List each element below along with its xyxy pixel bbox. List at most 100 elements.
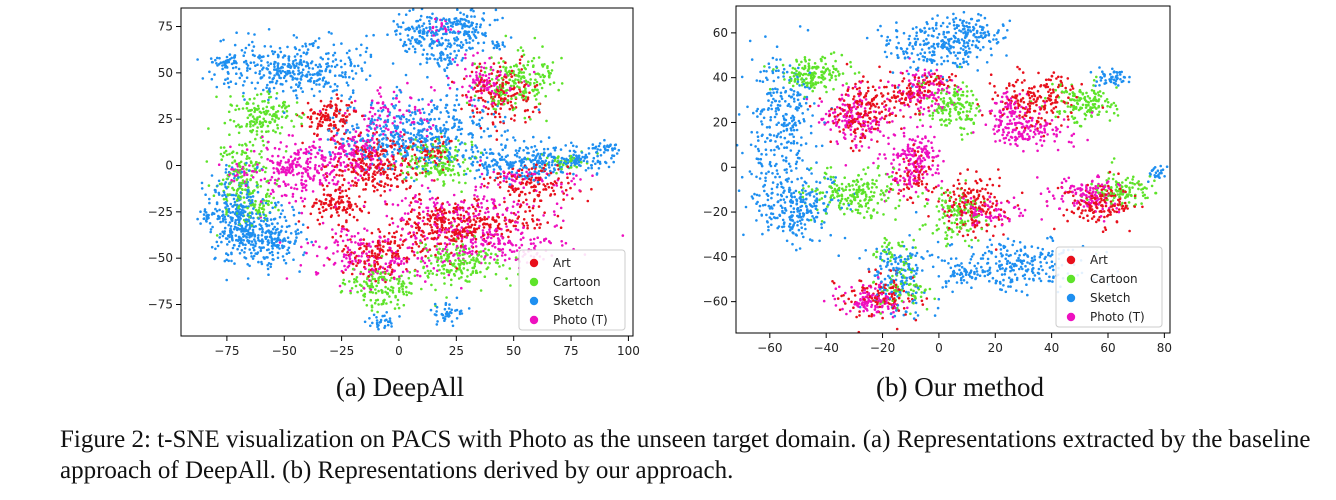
data-point [434, 197, 438, 201]
data-point [497, 183, 500, 186]
data-point [368, 166, 372, 170]
data-point [338, 108, 342, 112]
data-point [216, 244, 220, 248]
data-point [426, 186, 430, 190]
data-point [532, 166, 536, 169]
data-point [595, 151, 598, 154]
data-point [429, 27, 432, 31]
data-point [410, 36, 414, 40]
data-point [437, 171, 441, 175]
data-point [567, 181, 570, 185]
data-point [394, 129, 398, 133]
data-point [579, 178, 582, 181]
data-point [363, 148, 367, 152]
data-point [287, 240, 290, 244]
data-point [524, 91, 528, 94]
data-point [233, 159, 237, 162]
data-point [371, 321, 374, 325]
data-point [492, 242, 496, 246]
data-point [421, 229, 424, 233]
data-point [539, 83, 542, 86]
data-point [461, 43, 465, 47]
data-point [472, 78, 475, 81]
data-point [246, 263, 249, 266]
data-point [383, 267, 387, 271]
data-point [555, 182, 558, 185]
data-point [516, 221, 519, 224]
data-point [441, 129, 445, 132]
data-point [512, 81, 516, 84]
data-point [529, 78, 532, 81]
data-point [611, 148, 614, 152]
data-point [472, 27, 475, 30]
data-point [610, 156, 613, 160]
data-point [307, 79, 310, 83]
data-point [478, 209, 482, 213]
data-point [329, 105, 332, 109]
data-point [543, 163, 547, 167]
data-point [399, 91, 403, 94]
data-point [590, 164, 593, 167]
data-point [401, 243, 404, 246]
data-point [247, 109, 250, 113]
data-point [513, 173, 517, 177]
data-point [496, 254, 499, 258]
data-point [511, 106, 514, 109]
data-point [330, 65, 334, 68]
data-point [464, 226, 468, 229]
data-point [277, 244, 280, 247]
data-point [401, 179, 404, 183]
data-point [336, 200, 340, 203]
data-point [281, 69, 285, 73]
data-point [502, 120, 505, 123]
data-point [431, 272, 435, 275]
data-point [342, 248, 346, 251]
data-point [250, 120, 253, 123]
data-point [267, 92, 271, 96]
data-point [370, 101, 374, 105]
data-point [323, 165, 327, 169]
data-point [218, 236, 221, 239]
data-point [254, 199, 257, 203]
data-point [369, 122, 372, 125]
data-point [290, 74, 293, 78]
data-point [311, 67, 315, 70]
data-point [435, 323, 439, 326]
data-point [294, 142, 297, 146]
data-point [222, 197, 226, 201]
data-point [493, 125, 497, 128]
data-point [508, 248, 512, 252]
data-point [271, 77, 275, 81]
data-point [508, 177, 511, 180]
data-point [258, 206, 261, 209]
data-point [572, 156, 575, 160]
data-point [522, 166, 525, 169]
data-point [304, 74, 307, 78]
data-point [434, 288, 437, 292]
data-point [386, 107, 390, 111]
data-point [231, 66, 235, 70]
data-point [351, 89, 355, 92]
data-point [256, 126, 259, 129]
data-point [421, 121, 425, 125]
data-point [245, 124, 248, 128]
data-point [388, 223, 392, 227]
data-point [516, 228, 520, 232]
data-point [454, 137, 458, 141]
data-point [496, 258, 499, 262]
data-point [438, 208, 441, 211]
data-point [433, 302, 437, 306]
data-point [417, 221, 420, 225]
data-point [210, 174, 214, 177]
data-point [238, 215, 241, 219]
data-point [477, 168, 481, 172]
data-point [431, 150, 435, 153]
data-point [290, 186, 293, 189]
data-point [344, 75, 347, 79]
data-point [232, 120, 236, 123]
data-point [396, 152, 400, 155]
data-point [247, 219, 251, 223]
data-point [295, 96, 299, 100]
data-point [503, 73, 507, 76]
data-point [365, 252, 368, 255]
